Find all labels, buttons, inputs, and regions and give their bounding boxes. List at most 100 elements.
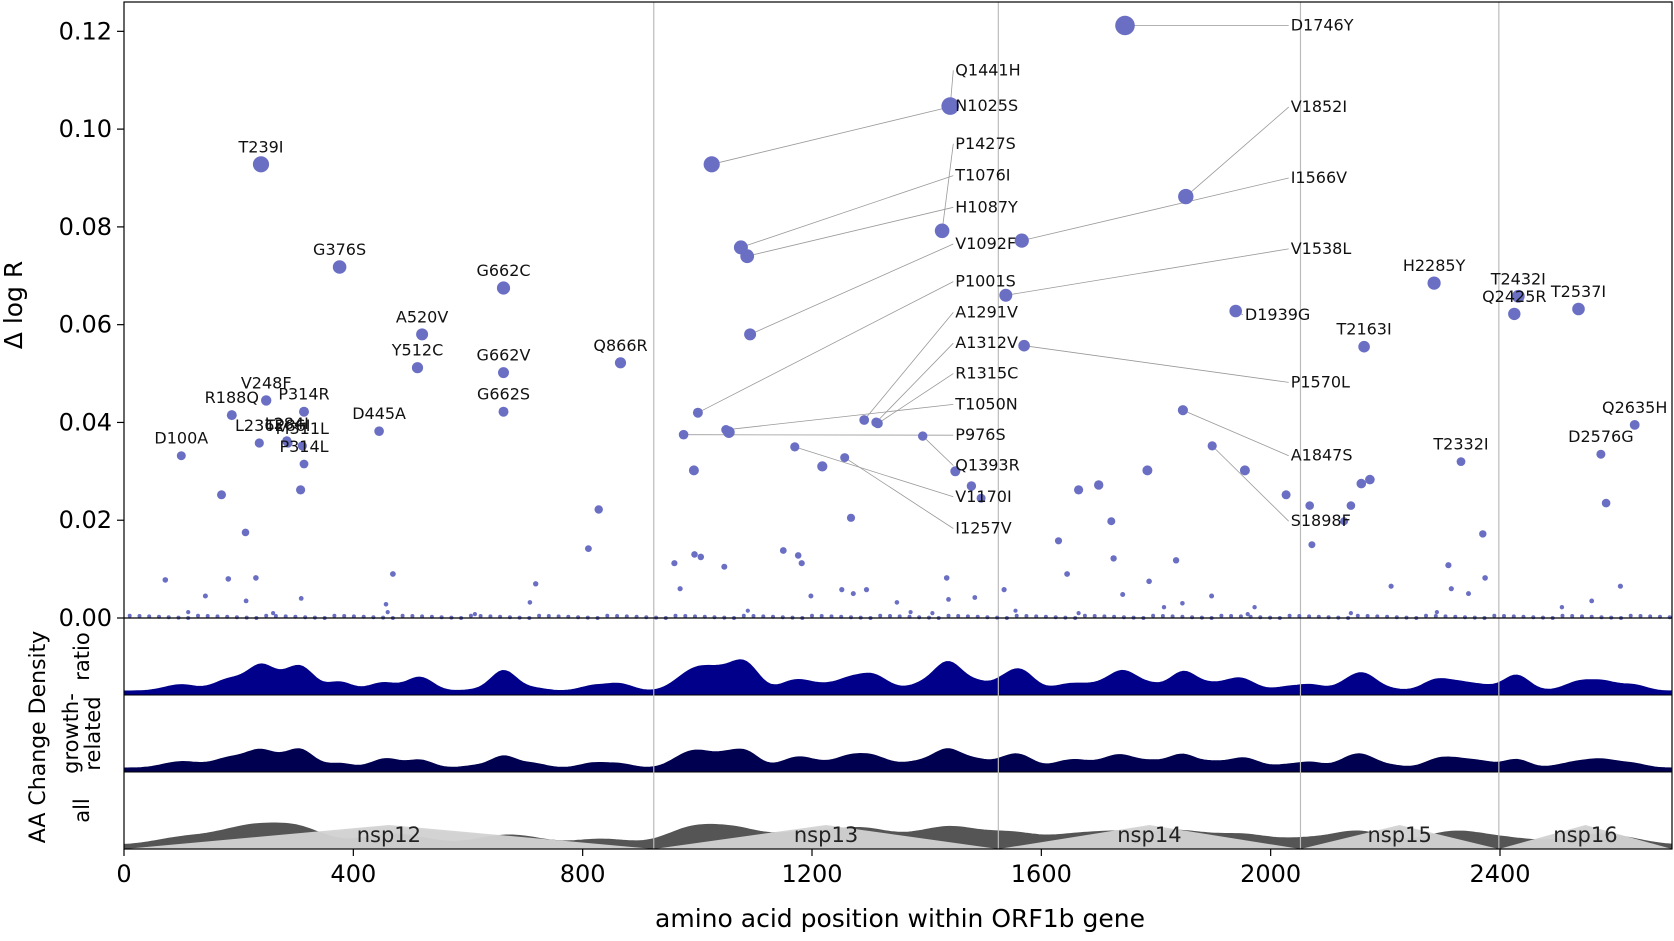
scatter-point-baseline (605, 613, 610, 618)
scatter-point (950, 466, 961, 477)
scatter-point (691, 551, 698, 558)
scatter-point-baseline (849, 615, 853, 620)
scatter-point-baseline (985, 615, 990, 620)
scatter-point-labeled (498, 367, 509, 379)
scatter-point (1161, 605, 1167, 610)
scatter-point-baseline (507, 615, 512, 620)
scatter-point (798, 560, 805, 567)
point-label: A1291V (955, 302, 1018, 321)
scatter-point (1434, 610, 1439, 615)
scatter-point-baseline (1365, 614, 1370, 618)
point-label: D445A (352, 404, 406, 423)
x-tick-label: 800 (560, 860, 606, 888)
domain-wedge-nsp15 (1300, 825, 1499, 849)
point-label: Q866R (593, 336, 647, 355)
scatter-point-baseline (1667, 615, 1672, 620)
scatter-point (972, 595, 978, 600)
scatter-point (1448, 586, 1454, 592)
point-label: M311L (276, 419, 329, 438)
point-label: P976S (955, 425, 1005, 444)
scatter-point (1252, 605, 1257, 610)
scatter-point-baseline (683, 614, 688, 618)
domain-label-nsp16: nsp16 (1553, 823, 1617, 847)
scatter-point-baseline (342, 614, 347, 618)
scatter-point (1074, 485, 1084, 495)
density-track-0 (123, 659, 1673, 696)
leader-line (1185, 106, 1289, 197)
scatter-point-baseline (439, 615, 444, 620)
leader-line (1211, 445, 1289, 522)
scatter-point-labeled (1427, 276, 1441, 290)
scatter-point-labeled (1177, 405, 1188, 416)
scatter-point (894, 600, 900, 605)
leader-line (1024, 345, 1289, 383)
label-leader-lines (683, 25, 1289, 529)
leader-line (922, 435, 954, 466)
scatter-point-labeled (299, 459, 309, 469)
plot-frame (123, 1, 1673, 850)
track-label-line: growth- (59, 693, 83, 774)
point-label: T239I (237, 137, 283, 156)
scatter-point (930, 611, 935, 616)
scatter-point-baseline (478, 614, 483, 618)
scatter-point-labeled (283, 438, 293, 448)
scatter-point-baseline (1190, 615, 1195, 620)
scatter-point-baseline (332, 613, 337, 618)
scatter-point-baseline (1326, 615, 1331, 620)
density-axis-label: AA Change Density (26, 631, 51, 844)
point-label: I1257V (955, 519, 1011, 538)
point-label: H2285Y (1403, 256, 1466, 275)
scatter-point (671, 560, 678, 567)
scatter-point (1013, 608, 1018, 613)
scatter-point (1365, 474, 1375, 485)
scatter-point (943, 575, 950, 581)
x-axis-label: amino acid position within ORF1b gene (655, 904, 1145, 933)
scatter-point (296, 485, 306, 495)
track-label-line: related (81, 696, 105, 770)
scatter-point (745, 608, 750, 613)
scatter-point (1120, 592, 1126, 597)
scatter-point-baseline (1424, 613, 1428, 618)
leader-line (740, 175, 954, 248)
scatter-point (1146, 578, 1152, 585)
scatter-point-labeled (1596, 449, 1606, 459)
point-label: V1538L (1291, 239, 1352, 258)
scatter-point-labeled (678, 429, 689, 440)
y-tick-label: 0.12 (59, 17, 112, 45)
scatter-point-baseline (644, 615, 649, 620)
scatter-point-labeled (790, 442, 800, 452)
x-tick-label: 2000 (1240, 860, 1301, 888)
scatter-point-baseline (1433, 614, 1438, 618)
scatter-point-baseline (741, 613, 746, 618)
leader-line (725, 404, 954, 431)
scatter-point-baseline (1628, 613, 1633, 618)
scatter-point-labeled (1115, 15, 1135, 36)
scatter-point (385, 610, 390, 615)
point-label: P314R (278, 385, 329, 404)
scatter-point-labeled (1511, 289, 1525, 303)
scatter-point (1107, 517, 1116, 526)
scatter-point-baseline (1394, 615, 1399, 620)
scatter-point (390, 571, 396, 577)
scatter-point (1305, 501, 1314, 510)
scatter-point (1601, 498, 1611, 508)
scatter-point-baseline (751, 614, 756, 618)
domain-boundaries (653, 2, 1500, 849)
scatter-point-baseline (234, 615, 239, 620)
scatter-point (533, 581, 539, 587)
scatter-point-baseline (1121, 615, 1126, 620)
scatter-point-baseline (1492, 613, 1497, 618)
scatter-point-baseline (917, 615, 922, 620)
scatter-point-baseline (273, 614, 278, 618)
scatter-point-labeled (1178, 188, 1194, 205)
scatter-point (863, 587, 870, 593)
axes: 0.00 0.02 0.04 0.06 0.08 0.10 0.12 0 400 800 1200 1… (59, 1, 1673, 888)
leader-line (711, 105, 954, 165)
scatter-point (1356, 478, 1367, 489)
point-label: T2163I (1335, 320, 1391, 339)
scatter-point-baseline (205, 614, 210, 618)
scatter-point (1617, 583, 1623, 589)
scatter-point (1172, 557, 1180, 564)
scatter-point-baseline (780, 615, 785, 620)
point-label: T2432I (1490, 269, 1546, 288)
